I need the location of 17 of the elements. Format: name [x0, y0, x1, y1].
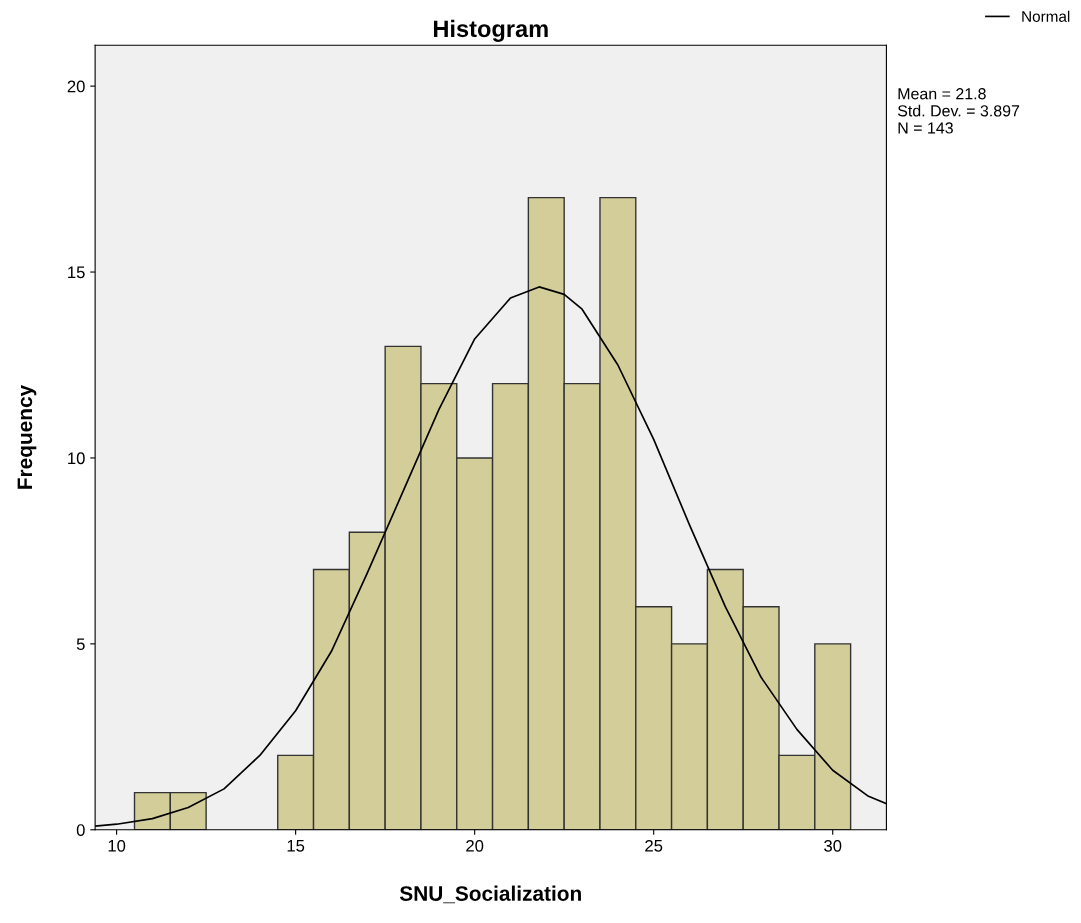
- y-tick-label: 0: [76, 824, 85, 836]
- text: N = 143: [898, 122, 953, 134]
- text: Mean = 21.8: [898, 88, 986, 100]
- x-tick-label: 10: [108, 839, 126, 852]
- x-axis-title: SNU_Socialization: [399, 885, 581, 904]
- legend-label: Normal: [1022, 10, 1070, 22]
- y-tick-label: 5: [76, 638, 85, 651]
- y-tick-label: 15: [68, 266, 85, 279]
- x-tick-label: 25: [645, 839, 663, 852]
- x-tick-label: 15: [287, 840, 305, 852]
- chart-title: Histogram: [433, 19, 548, 42]
- y-tick-label: 20: [67, 80, 85, 93]
- x-tick-label: 30: [824, 839, 842, 852]
- y-tick-label: 10: [68, 452, 85, 465]
- text: Std. Dev. = 3.897: [897, 104, 1020, 117]
- y-axis-title: Frequency: [17, 384, 37, 489]
- x-tick-label: 20: [466, 839, 484, 852]
